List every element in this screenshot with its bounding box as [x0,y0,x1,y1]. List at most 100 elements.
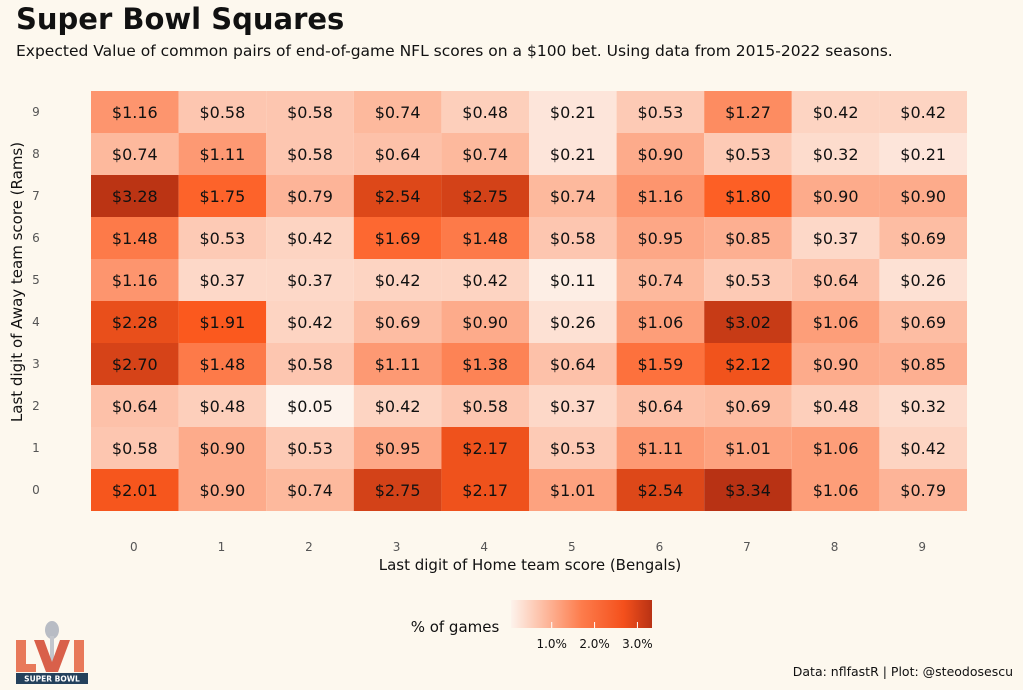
cell-value-label: $0.79 [900,481,946,500]
cell-value-label: $1.48 [112,229,158,248]
cell-value-label: $1.01 [725,439,771,458]
x-tick-label: 7 [743,540,751,554]
cell-value-label: $0.74 [550,187,596,206]
cell-value-label: $1.80 [725,187,771,206]
cell-value-label: $1.69 [375,229,421,248]
heatmap-cell [529,469,617,511]
heatmap-cell [353,133,442,175]
y-tick-label: 4 [32,315,40,329]
cell-value-label: $0.85 [900,355,946,374]
heatmap-cell [616,259,705,301]
heatmap-cell [441,469,529,511]
cell-value-label: $0.58 [287,145,333,164]
heatmap-cell [879,343,967,385]
cell-value-label: $0.37 [199,271,245,290]
cell-value-label: $0.64 [813,271,859,290]
cell-value-label: $2.75 [375,481,421,500]
cell-value-label: $0.69 [900,313,946,332]
heatmap-cell [791,91,880,133]
heatmap-cell [616,91,705,133]
heatmap-cell [879,133,967,175]
cell-value-label: $0.53 [725,271,771,290]
cell-value-label: $1.38 [462,355,508,374]
cell-value-label: $0.58 [112,439,158,458]
cell-value-label: $1.48 [199,355,245,374]
chart-subtitle: Expected Value of common pairs of end-of… [16,42,893,60]
heatmap-cell [704,427,792,469]
cell-value-label: $0.42 [462,271,508,290]
cell-value-label: $1.11 [375,355,421,374]
x-axis-ticks: 0 1 2 3 4 5 6 7 8 9 [130,540,926,554]
cell-value-label: $0.74 [375,103,421,122]
heatmap-cell [791,301,880,343]
cell-value-label: $2.17 [462,439,508,458]
heatmap-cell [441,343,529,385]
cell-value-label: $0.90 [813,355,859,374]
cell-value-label: $1.48 [462,229,508,248]
cell-value-label: $0.90 [462,313,508,332]
heatmap-cell [529,301,617,343]
heatmap-cell [616,427,705,469]
x-tick-label: 8 [831,540,839,554]
x-axis-label: Last digit of Home team score (Bengals) [379,556,682,574]
cell-value-label: $0.64 [112,397,158,416]
heatmap-cell [353,175,442,217]
cell-value-label: $0.90 [199,481,245,500]
y-tick-label: 6 [32,231,40,245]
cell-value-label: $0.48 [199,397,245,416]
heatmap-cell [791,133,880,175]
heatmap-cell [178,385,267,427]
heatmap-cell [791,343,880,385]
cell-value-label: $3.34 [725,481,771,500]
cell-value-label: $0.69 [725,397,771,416]
cell-value-label: $2.70 [112,355,158,374]
y-tick-label: 1 [32,441,40,455]
heatmap-cell [879,217,967,259]
heatmap-cell [704,301,792,343]
heatmap-cell [791,385,880,427]
chart-title: Super Bowl Squares [16,2,345,36]
cell-value-label: $0.26 [900,271,946,290]
cell-value-label: $0.69 [375,313,421,332]
heatmap-cell [704,217,792,259]
heatmap-cell [529,175,617,217]
y-tick-label: 5 [32,273,40,287]
heatmap-cell [266,427,354,469]
y-tick-label: 3 [32,357,40,371]
cell-value-label: $0.79 [287,187,333,206]
heatmap-cell [616,301,705,343]
heatmap-cell [441,259,529,301]
y-tick-label: 0 [32,483,40,497]
heatmap-cell [529,343,617,385]
cell-value-label: $0.58 [199,103,245,122]
cell-value-label: $0.58 [287,355,333,374]
x-tick-label: 1 [218,540,226,554]
cell-value-label: $3.02 [725,313,771,332]
heatmap-cell [704,259,792,301]
heatmap-cell [353,427,442,469]
cell-value-label: $0.37 [287,271,333,290]
heatmap-cell [178,427,267,469]
legend-tick-label: 2.0% [579,637,610,651]
heatmap-cell [791,469,880,511]
heatmap-cell [91,217,179,259]
heatmap-cell [353,343,442,385]
cell-value-label: $0.42 [287,229,333,248]
cell-value-label: $1.06 [813,313,859,332]
heatmap-cell [178,301,267,343]
heatmap-cell [879,385,967,427]
heatmap-cell [529,91,617,133]
heatmap-cell [529,427,617,469]
heatmap-cell [266,343,354,385]
cell-value-label: $0.05 [287,397,333,416]
cell-value-label: $0.58 [462,397,508,416]
heatmap-cell [178,175,267,217]
heatmap-cell [266,385,354,427]
cell-value-label: $1.59 [637,355,683,374]
heatmap-cell [266,301,354,343]
cell-value-label: $1.11 [199,145,245,164]
y-tick-label: 2 [32,399,40,413]
cell-value-label: $0.32 [813,145,859,164]
cell-value-label: $0.53 [199,229,245,248]
cell-value-label: $0.90 [199,439,245,458]
